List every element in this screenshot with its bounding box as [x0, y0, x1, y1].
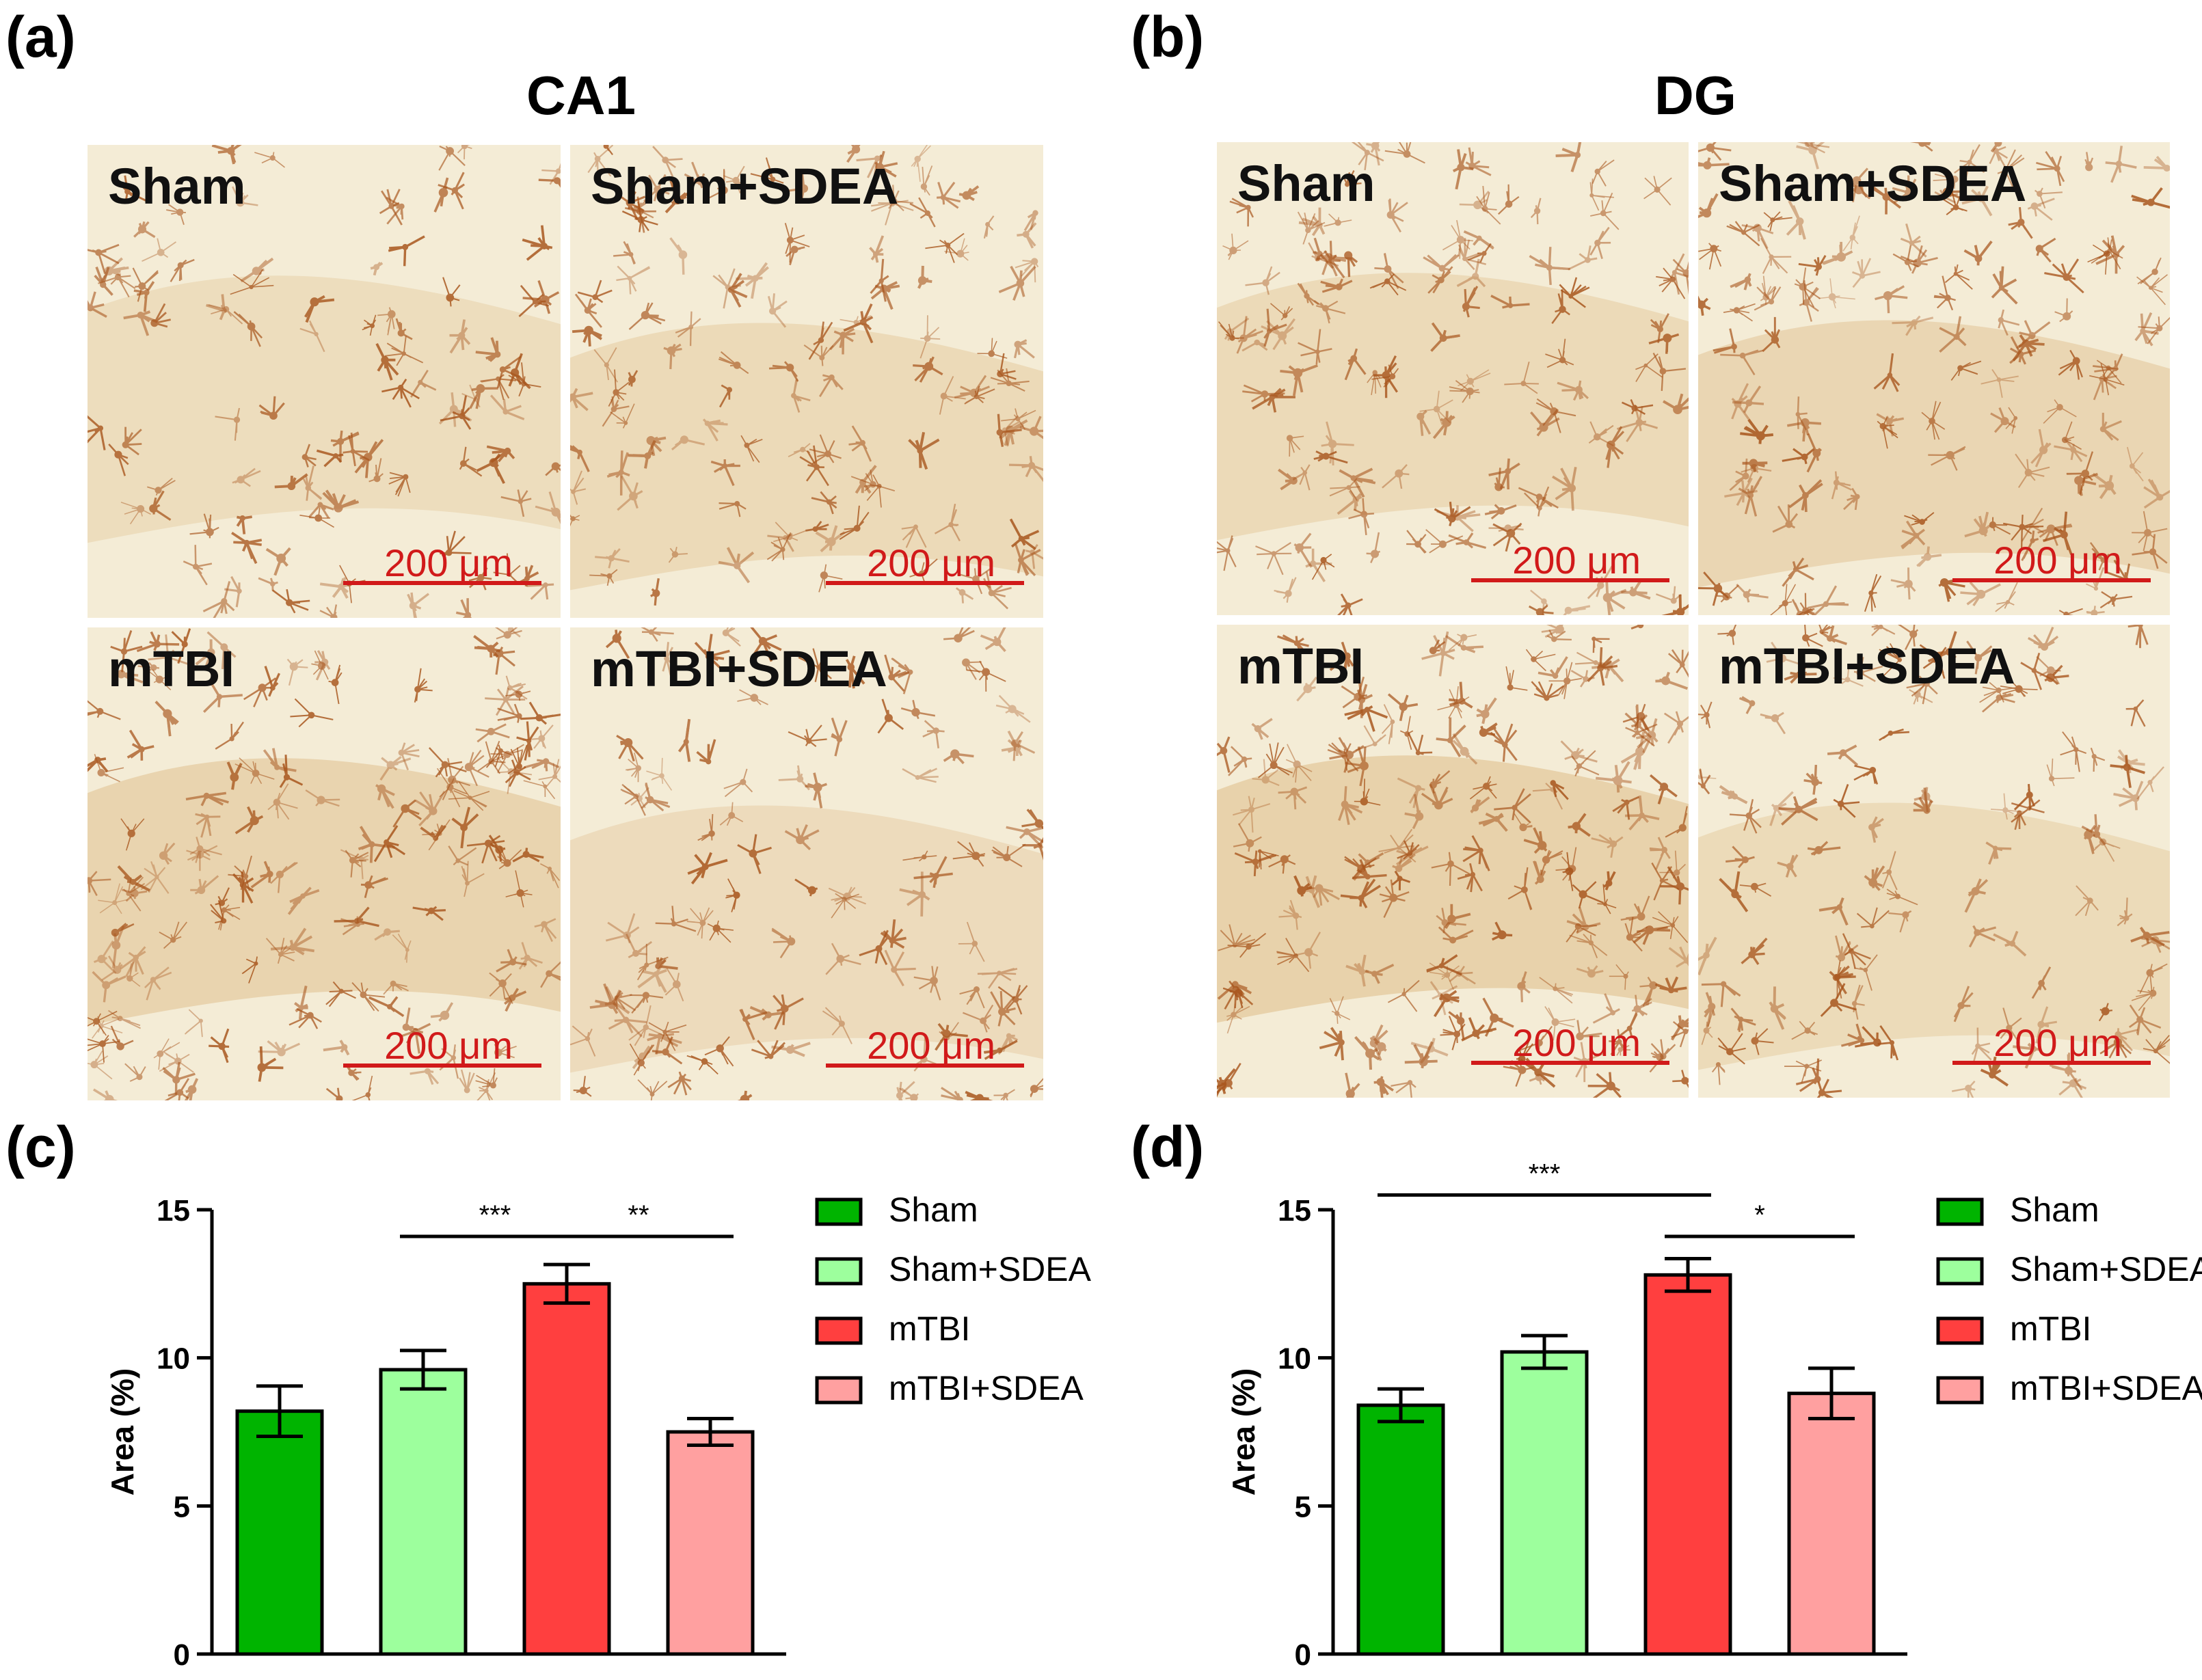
chart-d: 0 5 10 15 Area (%) *** * Sham Sham+SDEA mTBI mTBI+…	[1121, 1162, 2202, 1680]
ca1-title: CA1	[526, 65, 636, 126]
y-tick-label: 0	[1295, 1638, 1311, 1672]
micrograph-b-sham-plus-sdea: Sham+SDEA 200 μm	[1698, 142, 2170, 615]
scale-bar-label: 200 μm	[1512, 1021, 1641, 1064]
scale-bar	[343, 581, 541, 585]
scale-bar	[343, 1063, 541, 1068]
micrograph-label: Sham+SDEA	[591, 158, 899, 215]
panel-a-letter: (a)	[5, 5, 76, 69]
bar-mtbi-plus-sdea	[1787, 1392, 1876, 1656]
bar-mtbi-plus-sdea	[666, 1430, 755, 1656]
legend-label: Sham	[889, 1191, 978, 1229]
scale-bar-label: 200 μm	[384, 541, 513, 584]
scale-bar	[1952, 578, 2151, 582]
legend-swatch	[1936, 1257, 1984, 1286]
significance-marker: ***	[1529, 1162, 1561, 1189]
scale-bar	[826, 1063, 1024, 1068]
micrograph-label: mTBI+SDEA	[1719, 638, 2015, 694]
legend-swatch	[1936, 1316, 1984, 1345]
legend-swatch	[815, 1316, 863, 1345]
y-axis-label: Area (%)	[1226, 1368, 1261, 1496]
micrograph-a-sham-plus-sdea: Sham+SDEA 200 μm	[570, 145, 1043, 618]
micrograph-label: mTBI	[108, 640, 234, 697]
scale-bar	[1952, 1061, 2151, 1065]
significance-marker: **	[628, 1200, 649, 1230]
legend-label: mTBI	[2010, 1310, 2091, 1348]
scale-bar-label: 200 μm	[1993, 1021, 2122, 1064]
bar-mtbi	[522, 1282, 611, 1656]
micrograph-b-sham: Sham 200 μm	[1217, 142, 1689, 615]
bar-sham	[1356, 1403, 1445, 1656]
panel-d-letter: (d)	[1131, 1115, 1205, 1179]
legend-label: Sham+SDEA	[889, 1250, 1092, 1288]
legend-swatch	[815, 1257, 863, 1286]
legend-label: Sham+SDEA	[2010, 1250, 2202, 1288]
y-tick-label: 10	[157, 1342, 190, 1376]
bar-mtbi	[1643, 1273, 1732, 1656]
legend-swatch	[815, 1376, 863, 1405]
micrograph-label: mTBI+SDEA	[591, 640, 887, 697]
panel-c-letter: (c)	[5, 1115, 76, 1179]
dg-title: DG	[1654, 65, 1736, 126]
scale-bar-label: 200 μm	[384, 1024, 513, 1067]
micrograph-label: Sham	[1237, 155, 1375, 212]
y-tick-label: 10	[1278, 1342, 1311, 1376]
legend-swatch	[815, 1197, 863, 1226]
y-tick-label: 5	[174, 1490, 190, 1523]
bar-sham	[235, 1409, 324, 1656]
micrograph-label: mTBI	[1237, 638, 1364, 694]
y-tick-label: 0	[174, 1638, 190, 1672]
legend-swatch	[1936, 1197, 1984, 1226]
legend-label: mTBI+SDEA	[2010, 1369, 2202, 1407]
legend-label: mTBI+SDEA	[889, 1369, 1084, 1407]
y-tick-label: 15	[157, 1194, 190, 1228]
legend-label: Sham	[2010, 1191, 2099, 1229]
scale-bar	[1471, 1061, 1669, 1065]
scale-bar-label: 200 μm	[867, 541, 995, 584]
micrograph-a-mtbi: mTBI 200 μm	[88, 627, 561, 1100]
micrograph-a-sham: Sham 200 μm	[88, 145, 561, 618]
scale-bar-label: 200 μm	[867, 1024, 995, 1067]
micrograph-b-mtbi-plus-sdea: mTBI+SDEA 200 μm	[1698, 625, 2170, 1098]
significance-marker: ***	[479, 1200, 511, 1230]
scale-bar	[826, 581, 1024, 585]
y-axis-label: Area (%)	[105, 1368, 140, 1496]
legend-swatch	[1936, 1376, 1984, 1405]
y-tick-label: 5	[1295, 1490, 1311, 1523]
legend-label: mTBI	[889, 1310, 970, 1348]
bar-sham-plus-sdea	[1500, 1350, 1589, 1656]
bar-sham-plus-sdea	[379, 1368, 468, 1656]
micrograph-label: Sham+SDEA	[1719, 155, 2027, 212]
micrograph-label: Sham	[108, 158, 246, 215]
panel-b-letter: (b)	[1131, 5, 1205, 69]
scale-bar	[1471, 578, 1669, 582]
scale-bar-label: 200 μm	[1512, 539, 1641, 582]
chart-c: 0 5 10 15 Area (%) *** ** Sham Sham+SDEA mTBI mTBI…	[0, 1162, 1107, 1680]
y-tick-label: 15	[1278, 1194, 1311, 1228]
micrograph-b-mtbi: mTBI 200 μm	[1217, 625, 1689, 1098]
micrograph-a-mtbi-plus-sdea: mTBI+SDEA 200 μm	[570, 627, 1043, 1100]
significance-marker: *	[1754, 1200, 1765, 1230]
scale-bar-label: 200 μm	[1993, 539, 2122, 582]
